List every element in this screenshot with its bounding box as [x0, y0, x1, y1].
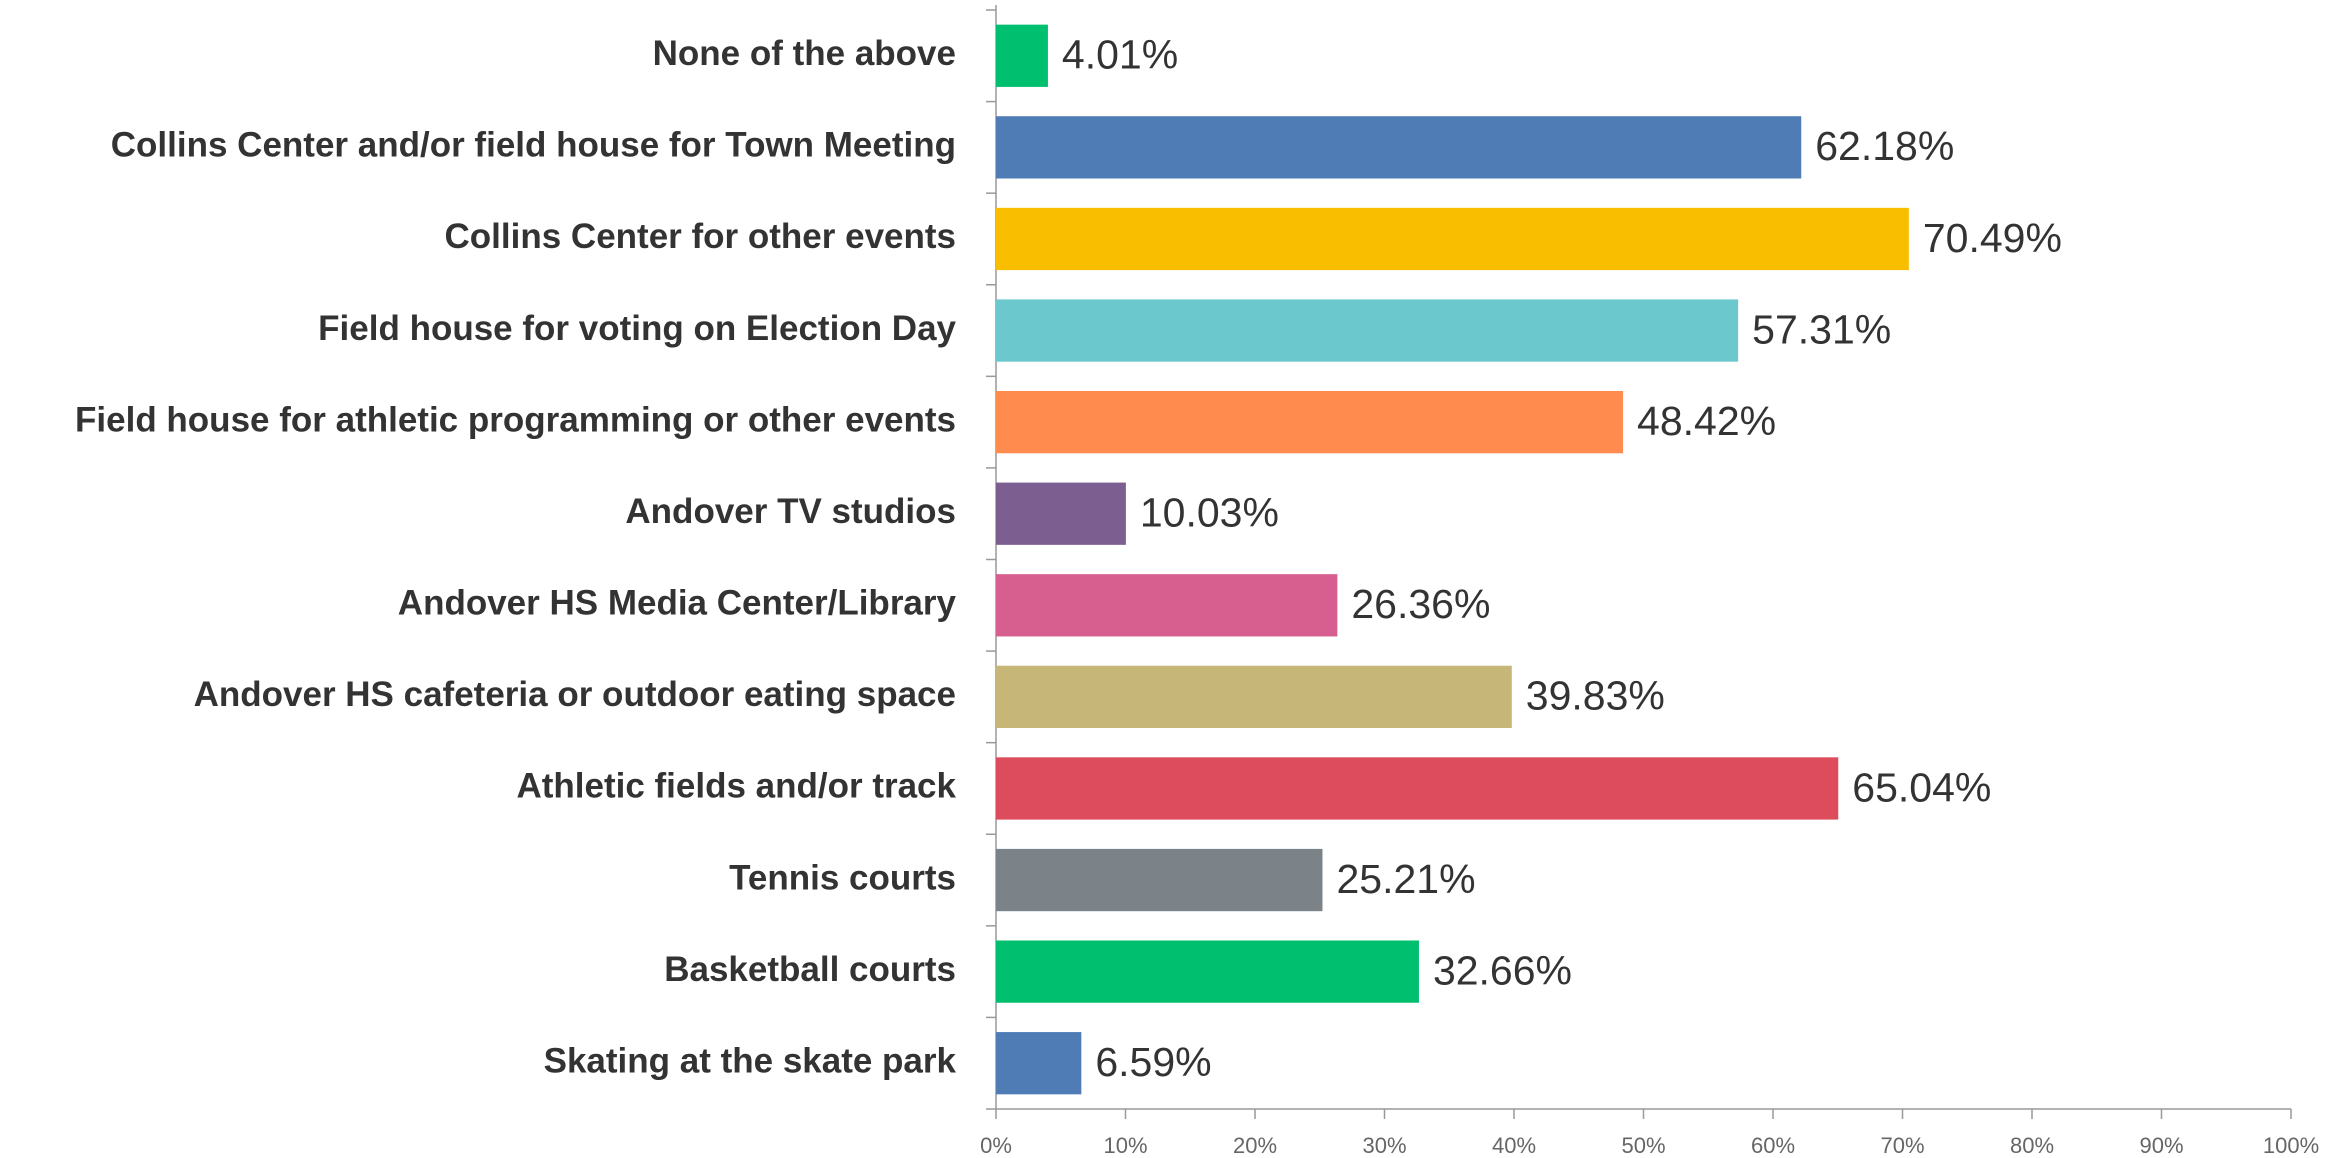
data-label: 4.01% [1062, 32, 1178, 78]
x-tick-label: 60% [1751, 1133, 1795, 1158]
bar [996, 1032, 1082, 1095]
bar [996, 574, 1338, 637]
x-tick-label: 80% [2010, 1133, 2054, 1158]
x-tick-label: 100% [2263, 1133, 2319, 1158]
bar [996, 665, 1512, 729]
bar [996, 390, 1624, 454]
y-tick-label: Skating at the skate park [544, 1041, 957, 1080]
x-tick-label: 50% [1621, 1133, 1665, 1158]
y-tick-label: Field house for athletic programming or … [75, 400, 956, 439]
data-label: 62.18% [1815, 123, 1954, 169]
bar [996, 757, 1839, 820]
bar [996, 207, 1909, 271]
bar [996, 940, 1419, 1003]
bar [996, 299, 1739, 362]
y-tick-label: Andover HS Media Center/Library [398, 584, 957, 623]
x-tick-label: 20% [1233, 1133, 1277, 1158]
bar [996, 848, 1323, 912]
y-tick-label: Tennis courts [729, 858, 956, 897]
data-label: 10.03% [1140, 490, 1279, 536]
y-tick-label: Andover HS cafeteria or outdoor eating s… [194, 675, 956, 714]
data-label: 65.04% [1852, 764, 1991, 810]
data-label: 26.36% [1351, 581, 1490, 627]
data-label: 6.59% [1095, 1039, 1211, 1085]
data-label: 32.66% [1433, 947, 1572, 993]
data-label: 57.31% [1752, 306, 1891, 352]
bar [996, 116, 1802, 179]
x-tick-label: 40% [1492, 1133, 1536, 1158]
x-tick-label: 10% [1103, 1133, 1147, 1158]
y-tick-label: None of the above [653, 34, 956, 73]
y-tick-label: Field house for voting on Election Day [318, 309, 956, 348]
data-label: 39.83% [1526, 673, 1665, 719]
y-tick-label: Collins Center and/or field house for To… [111, 126, 956, 165]
y-tick-label: Athletic fields and/or track [516, 767, 956, 806]
x-tick-label: 30% [1362, 1133, 1406, 1158]
x-tick-label: 90% [2139, 1133, 2183, 1158]
data-label: 70.49% [1923, 215, 2062, 261]
bar [996, 482, 1126, 545]
data-label: 25.21% [1336, 856, 1475, 902]
data-label: 48.42% [1637, 398, 1776, 444]
y-tick-label: Basketball courts [664, 950, 956, 989]
x-tick-label: 70% [1880, 1133, 1924, 1158]
y-tick-label: Collins Center for other events [445, 217, 956, 256]
y-tick-label: Andover TV studios [625, 492, 956, 531]
x-tick-label: 0% [980, 1133, 1012, 1158]
bar [996, 24, 1048, 87]
